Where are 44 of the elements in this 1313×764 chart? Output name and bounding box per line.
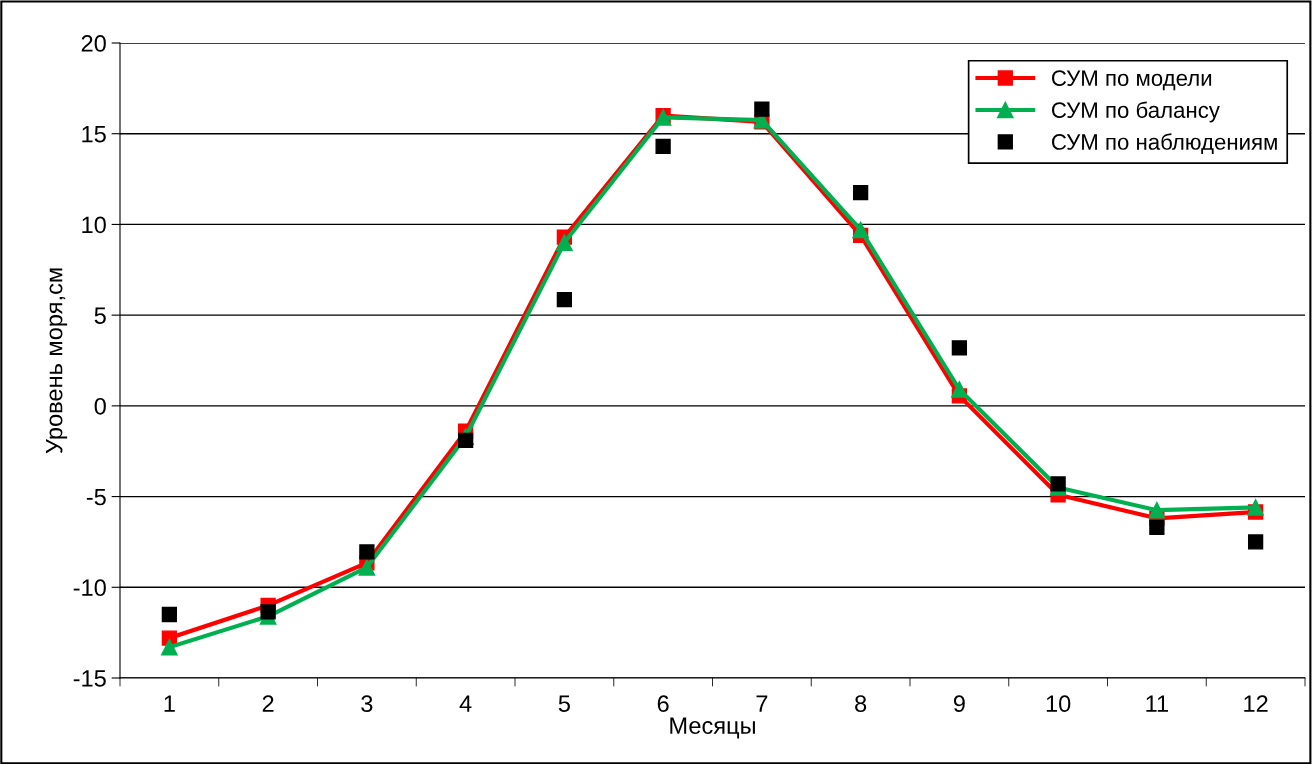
point bbox=[161, 606, 178, 623]
x-axis-title: Месяцы bbox=[670, 717, 755, 739]
x-tick-label: 5 bbox=[558, 695, 570, 713]
x-tick-label: 12 bbox=[1244, 695, 1268, 712]
y-tick-label: 10 bbox=[82, 216, 106, 234]
point bbox=[359, 544, 375, 560]
y-tick-label: 5 bbox=[94, 307, 106, 324]
point bbox=[358, 558, 376, 576]
point bbox=[951, 381, 968, 398]
x-tick-label: 10 bbox=[1046, 695, 1071, 713]
point bbox=[655, 138, 671, 155]
point bbox=[754, 101, 770, 117]
y-tick-label: 15 bbox=[82, 126, 106, 143]
point bbox=[1148, 501, 1166, 519]
x-tick-label: 3 bbox=[361, 695, 373, 713]
point bbox=[1050, 476, 1066, 492]
point bbox=[852, 185, 869, 201]
x-tick-label: 1 bbox=[164, 695, 175, 712]
y-tick-label: 0 bbox=[94, 397, 106, 415]
legend-label: СУМ по модели bbox=[1051, 70, 1212, 91]
x-tick-label: 4 bbox=[459, 695, 472, 712]
legend-label: СУМ по балансу bbox=[1051, 101, 1220, 123]
y-axis-title: Уровень моря,см bbox=[45, 268, 68, 454]
x-tick-label: 11 bbox=[1146, 695, 1168, 712]
point bbox=[1247, 499, 1264, 516]
x-tick-label: 8 bbox=[855, 695, 867, 713]
point bbox=[852, 221, 869, 239]
point bbox=[1149, 519, 1165, 536]
y-tick-label: -5 bbox=[86, 488, 106, 506]
y-tick-label: -15 bbox=[73, 670, 106, 687]
point bbox=[556, 292, 573, 308]
point bbox=[1247, 534, 1264, 550]
y-tick-label: 20 bbox=[81, 35, 106, 52]
x-tick-label: 7 bbox=[756, 695, 768, 712]
point bbox=[951, 340, 968, 356]
point bbox=[161, 638, 178, 656]
y-tick-label: -10 bbox=[73, 579, 106, 597]
point bbox=[260, 604, 276, 620]
point bbox=[457, 432, 474, 448]
x-tick-label: 2 bbox=[262, 695, 274, 712]
x-tick-label: 9 bbox=[953, 695, 965, 713]
x-tick-label: 6 bbox=[657, 695, 669, 713]
legend-label: СУМ по наблюдениям bbox=[1051, 133, 1277, 155]
point bbox=[556, 234, 573, 251]
